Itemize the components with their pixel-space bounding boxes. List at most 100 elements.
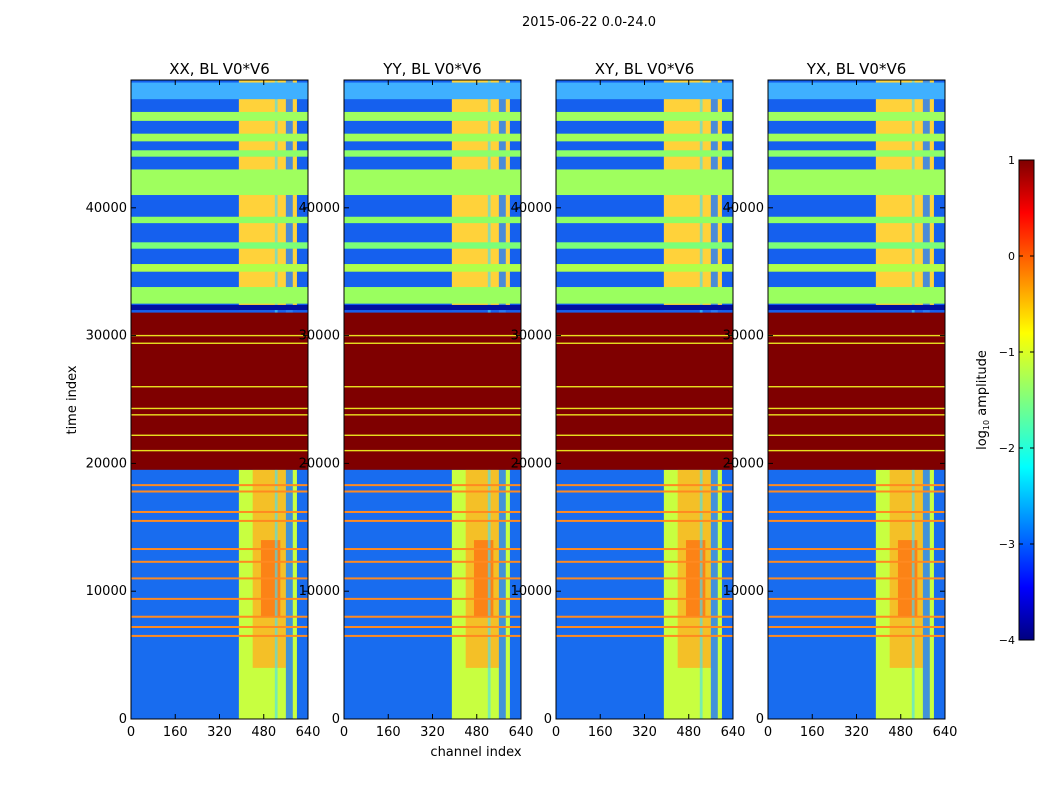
heatmap-row-band	[556, 242, 733, 249]
x-tick-label: 480	[251, 725, 276, 740]
saturated-flag-line	[131, 407, 308, 410]
heatmap-row-band	[131, 216, 308, 224]
saturated-flag-line	[131, 386, 308, 388]
heatmap-row-band	[556, 150, 733, 157]
x-tick-label: 0	[764, 725, 772, 740]
heatmap-saturated-region	[556, 312, 733, 470]
y-axis-label: time index	[65, 365, 80, 434]
x-tick-label: 640	[509, 725, 534, 740]
heatmap-flag-row	[344, 597, 521, 600]
saturated-flag-line	[131, 414, 308, 416]
heatmap-row-band	[768, 287, 945, 304]
y-tick-label: 30000	[299, 329, 340, 344]
saturated-flag-line	[344, 414, 521, 416]
heatmap-row-band	[768, 242, 945, 249]
saturated-flag-line	[131, 449, 308, 452]
heatmap-row-band	[768, 304, 945, 311]
saturated-flag-line	[556, 434, 733, 436]
heatmap-flag-row	[131, 548, 308, 551]
heatmap-flag-row	[556, 634, 733, 637]
heatmap-row-band	[556, 287, 733, 304]
heatmap-row-band	[344, 287, 521, 304]
saturated-flag-line	[344, 334, 521, 337]
heatmap-row-band	[768, 133, 945, 142]
heatmap-row-band	[344, 264, 521, 272]
y-tick-label: 0	[756, 712, 764, 727]
panel-title: XX, BL V0*V6	[169, 60, 270, 78]
heatmap-row-band	[344, 133, 521, 142]
y-tick-label: 40000	[86, 201, 127, 216]
saturated-flag-line	[768, 449, 945, 452]
x-tick-label: 480	[464, 725, 489, 740]
heatmap-row-band	[131, 133, 308, 142]
heatmap-flag-row	[344, 615, 521, 618]
y-tick-label: 10000	[511, 584, 552, 599]
heatmap-flag-row	[344, 625, 521, 628]
y-tick-label: 30000	[723, 329, 764, 344]
saturated-flag-line	[344, 342, 521, 344]
panel-3: XY, BL V0*V6 0 160 320 480 640 0 10000 20000 3000…	[511, 60, 746, 740]
saturated-flag-line	[344, 386, 521, 388]
x-tick-label: 160	[800, 725, 825, 740]
y-tick-label: 40000	[299, 201, 340, 216]
colorbar-tick-label: 0	[1008, 250, 1015, 263]
heatmap-flag-row	[344, 634, 521, 637]
heatmap-flag-row	[131, 560, 308, 563]
heatmap-row-band	[768, 169, 945, 196]
heatmap-row-band	[131, 150, 308, 157]
heatmap-flag-row	[768, 634, 945, 637]
heatmap-row-band	[131, 242, 308, 249]
heatmap-row-band	[768, 82, 945, 100]
heatmap-row-band	[556, 264, 733, 272]
figure-title: 2015-06-22 0.0-24.0	[522, 15, 656, 30]
saturated-flag-line	[556, 407, 733, 410]
heatmap-row-band	[344, 150, 521, 157]
saturated-flag-line	[768, 334, 945, 337]
heatmap-row-band	[556, 133, 733, 142]
heatmap-flag-row	[556, 560, 733, 563]
y-tick-label: 40000	[511, 201, 552, 216]
saturated-flag-line	[768, 407, 945, 410]
x-tick-label: 480	[888, 725, 913, 740]
heatmap-flag-row	[131, 597, 308, 600]
colorbar-label: log10 amplitude	[975, 350, 991, 450]
x-tick-label: 160	[588, 725, 613, 740]
panel-4: YX, BL V0*V6 0 160 320 480 640 0 10000 20000 3000…	[723, 60, 958, 740]
heatmap-flag-row	[556, 510, 733, 513]
colorbar-ticks: 1 0 −1 −2 −3 −4	[999, 154, 1034, 647]
colorbar-tick-label: 1	[1008, 154, 1015, 167]
heatmap-row-band	[556, 216, 733, 224]
y-tick-label: 30000	[86, 329, 127, 344]
colorbar-label-main: log	[975, 430, 990, 450]
heatmap-flag-row	[131, 510, 308, 513]
x-tick-label: 640	[296, 725, 321, 740]
heatmap-flag-row	[768, 519, 945, 522]
saturated-flag-line	[556, 414, 733, 416]
heatmap-row-band	[768, 111, 945, 121]
colorbar-label-rest: amplitude	[975, 350, 990, 420]
colorbar-label-sub: 10	[982, 420, 991, 430]
panel-title: YX, BL V0*V6	[806, 60, 907, 78]
heatmap-row-band	[768, 216, 945, 224]
heatmap-flag-row	[131, 577, 308, 580]
saturated-flag-line	[344, 434, 521, 436]
heatmap-row-band	[131, 304, 308, 311]
heatmap-flag-row	[556, 597, 733, 600]
y-tick-label: 20000	[86, 456, 127, 471]
x-tick-label: 0	[340, 725, 348, 740]
saturated-flag-line	[768, 386, 945, 388]
colorbar-tick-label: −3	[999, 538, 1015, 551]
y-tick-label: 10000	[86, 584, 127, 599]
heatmap-image	[556, 80, 733, 719]
heatmap-flag-row	[131, 625, 308, 628]
y-tick-label: 20000	[723, 456, 764, 471]
heatmap-flag-row	[131, 519, 308, 522]
heatmap-row-band	[131, 82, 308, 100]
heatmap-row-band	[556, 82, 733, 100]
heatmap-panels: XX, BL V0*V6 0 160 320 480 640 0 10000 20000 3000…	[86, 60, 958, 740]
x-tick-label: 320	[420, 725, 445, 740]
saturated-flag-line	[344, 407, 521, 410]
heatmap-flag-row	[344, 560, 521, 563]
heatmap-row-band	[556, 169, 733, 196]
